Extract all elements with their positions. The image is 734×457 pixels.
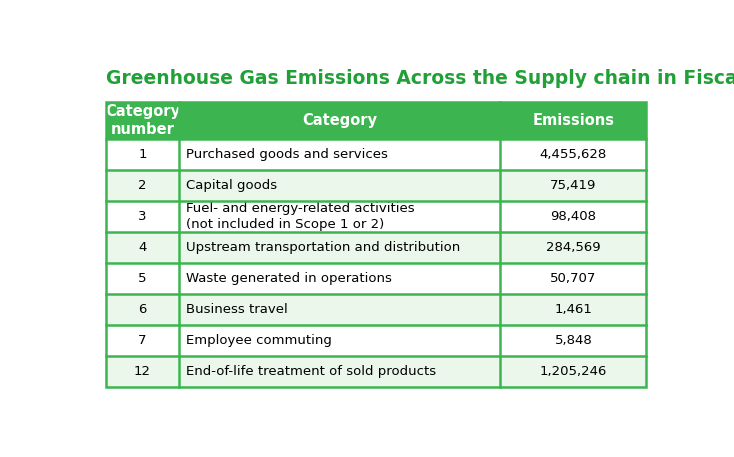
Text: Employee commuting: Employee commuting <box>186 334 332 347</box>
Text: Purchased goods and services: Purchased goods and services <box>186 148 388 161</box>
Text: Greenhouse Gas Emissions Across the Supply chain in Fiscal Year 2021: Greenhouse Gas Emissions Across the Supp… <box>106 69 734 88</box>
Text: 50,707: 50,707 <box>550 272 597 285</box>
Bar <box>106 294 647 325</box>
Text: Category
number: Category number <box>105 104 180 137</box>
Text: 12: 12 <box>134 365 151 378</box>
Bar <box>106 356 647 387</box>
Text: 1: 1 <box>138 148 147 161</box>
Text: 5,848: 5,848 <box>555 334 592 347</box>
Text: Category: Category <box>302 113 377 128</box>
Text: Fuel- and energy-related activities
(not included in Scope 1 or 2): Fuel- and energy-related activities (not… <box>186 202 415 231</box>
Text: 284,569: 284,569 <box>546 241 600 254</box>
Bar <box>106 102 647 387</box>
Bar <box>106 201 647 232</box>
Text: End-of-life treatment of sold products: End-of-life treatment of sold products <box>186 365 436 378</box>
Text: Waste generated in operations: Waste generated in operations <box>186 272 392 285</box>
Text: Emissions: Emissions <box>532 113 614 128</box>
Text: Capital goods: Capital goods <box>186 179 277 192</box>
Text: 5: 5 <box>138 272 147 285</box>
Bar <box>106 232 647 263</box>
Text: Upstream transportation and distribution: Upstream transportation and distribution <box>186 241 460 254</box>
Bar <box>106 263 647 294</box>
Text: 4,455,628: 4,455,628 <box>539 148 607 161</box>
Text: Business travel: Business travel <box>186 303 288 316</box>
Text: 3: 3 <box>138 210 147 223</box>
Text: 2: 2 <box>138 179 147 192</box>
Text: 4: 4 <box>138 241 147 254</box>
Text: 7: 7 <box>138 334 147 347</box>
Bar <box>106 325 647 356</box>
Bar <box>106 102 647 139</box>
Text: 1,461: 1,461 <box>554 303 592 316</box>
Text: 6: 6 <box>138 303 147 316</box>
Text: 98,408: 98,408 <box>550 210 597 223</box>
Text: 75,419: 75,419 <box>550 179 597 192</box>
Text: 1,205,246: 1,205,246 <box>539 365 607 378</box>
Bar <box>106 139 647 170</box>
Bar <box>106 170 647 201</box>
